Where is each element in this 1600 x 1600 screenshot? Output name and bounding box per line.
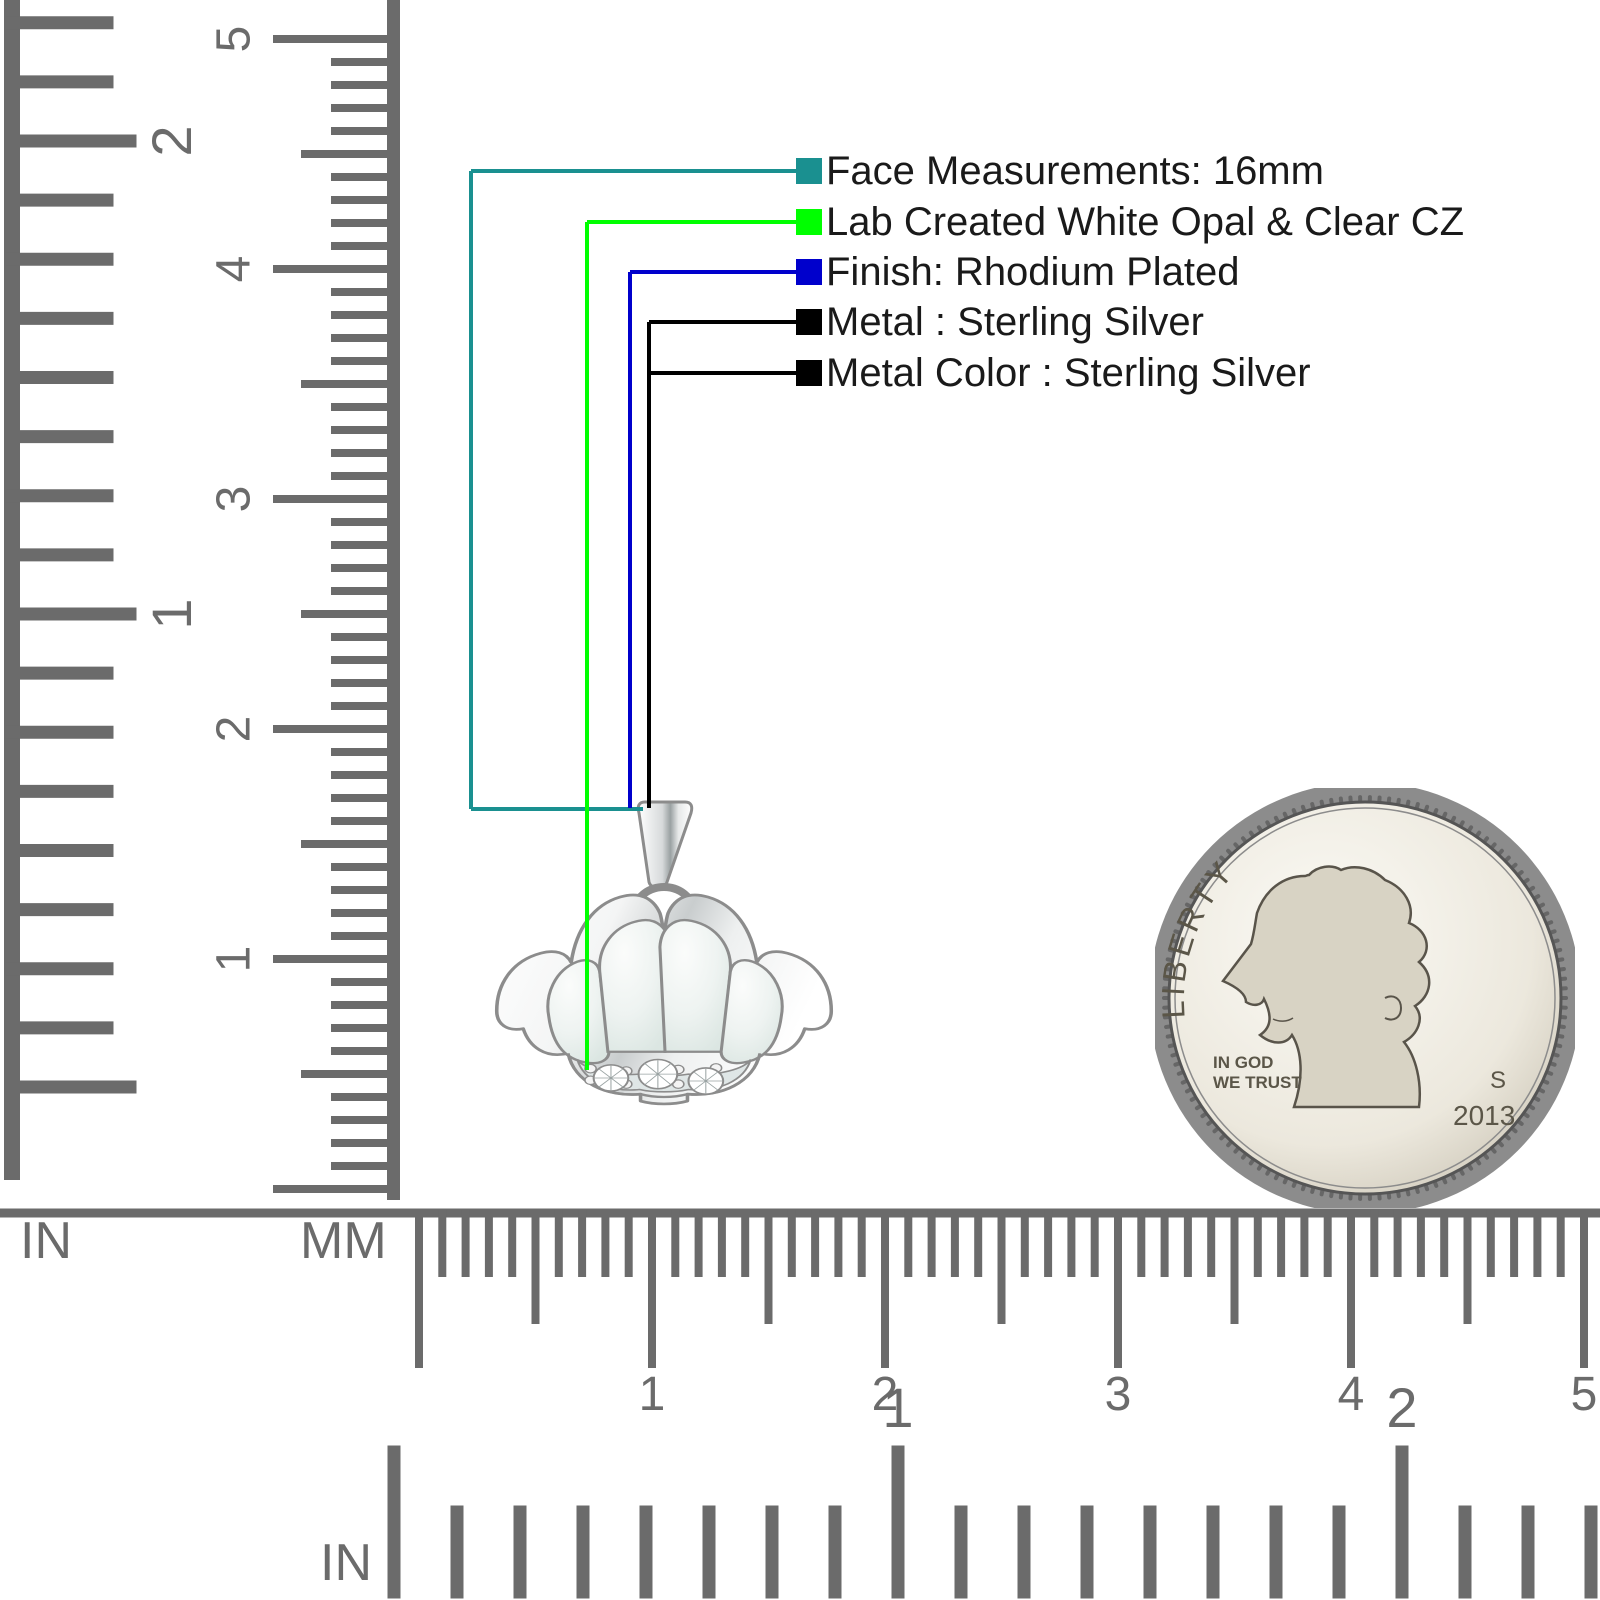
svg-text:Lab Created White Opal & Clear: Lab Created White Opal & Clear CZ (826, 200, 1464, 244)
svg-text:Finish: Rhodium Plated: Finish: Rhodium Plated (826, 250, 1240, 294)
svg-text:Metal : Sterling Silver: Metal : Sterling Silver (826, 300, 1204, 344)
svg-text:Face Measurements: 16mm: Face Measurements: 16mm (826, 149, 1324, 193)
svg-text:Metal Color : Sterling Silver: Metal Color : Sterling Silver (826, 351, 1311, 395)
